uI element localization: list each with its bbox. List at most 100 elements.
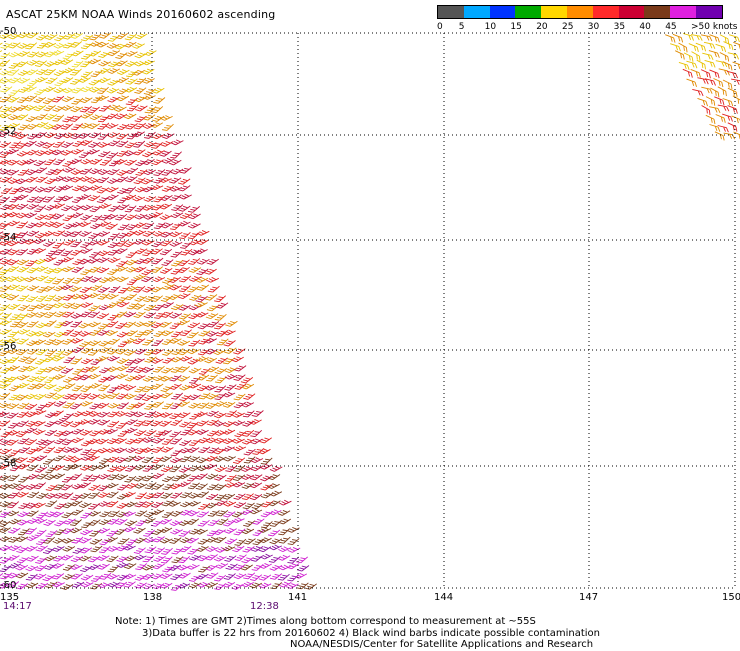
wind-barb	[0, 239, 12, 246]
wind-barb	[125, 78, 138, 85]
wind-barb	[87, 292, 101, 299]
wind-barb	[178, 205, 191, 212]
wind-barb	[277, 573, 290, 581]
wind-barb	[96, 187, 110, 194]
wind-barb	[233, 464, 246, 472]
wind-barb	[60, 367, 74, 374]
wind-barb	[269, 544, 282, 551]
wind-barb	[35, 557, 48, 564]
wind-barb	[35, 275, 49, 282]
wind-barb	[8, 483, 21, 489]
wind-barb	[133, 266, 147, 273]
wind-barb	[6, 211, 20, 218]
wind-barb	[124, 50, 138, 57]
wind-barb	[106, 87, 120, 94]
wind-barb	[719, 52, 730, 62]
wind-barb	[6, 240, 20, 247]
wind-barb	[6, 439, 19, 446]
wind-barb	[153, 195, 166, 203]
wind-barb	[24, 427, 38, 434]
wind-barb	[170, 492, 183, 499]
wind-barb	[35, 294, 48, 302]
wind-barb	[232, 420, 246, 426]
wind-barb	[197, 555, 210, 562]
wind-barb	[107, 268, 120, 276]
wind-barb	[124, 230, 138, 237]
wind-barb	[233, 374, 246, 381]
wind-barb	[204, 357, 218, 364]
wind-barb	[6, 412, 19, 419]
wind-barb	[116, 493, 130, 500]
wind-barb	[99, 158, 112, 166]
wind-barb	[60, 149, 74, 156]
wind-barb	[249, 574, 263, 581]
wind-barb	[60, 584, 74, 590]
wind-barb	[161, 510, 174, 518]
colorbar-label: 5	[458, 22, 465, 32]
wind-barb	[709, 34, 720, 43]
wind-barb	[249, 418, 262, 425]
wind-barb	[0, 151, 12, 158]
wind-barb	[107, 402, 121, 409]
wind-barb	[34, 518, 48, 524]
wind-barb	[189, 376, 201, 384]
wind-barb	[214, 574, 227, 582]
wind-barb	[34, 455, 48, 462]
wind-barb	[153, 169, 166, 177]
wind-barb	[125, 365, 138, 373]
wind-barb	[9, 232, 22, 240]
wind-barb	[0, 547, 2, 555]
wind-barb	[35, 51, 49, 58]
colorbar-swatch	[670, 6, 696, 18]
wind-barb	[170, 528, 183, 535]
wind-barb	[675, 50, 685, 60]
wind-barb	[178, 285, 191, 293]
wind-barb	[0, 527, 11, 534]
wind-barb	[35, 439, 49, 446]
wind-barb	[0, 232, 11, 240]
wind-barb	[6, 510, 20, 517]
wind-barb	[42, 547, 56, 555]
wind-barb	[243, 572, 256, 580]
wind-barb	[6, 572, 20, 579]
wind-barb	[196, 511, 210, 518]
wind-barb	[32, 502, 46, 509]
wind-barb	[51, 168, 65, 175]
colorbar-swatch	[438, 6, 464, 18]
wind-barb	[116, 301, 130, 308]
wind-barb	[70, 221, 83, 228]
wind-barb	[252, 529, 265, 537]
wind-barb	[179, 545, 192, 553]
wind-barb	[88, 491, 100, 499]
wind-barb	[703, 41, 716, 49]
wind-barb	[15, 133, 29, 140]
wind-barb	[116, 556, 129, 563]
wind-barb	[124, 159, 137, 166]
wind-barb	[243, 448, 256, 456]
wind-barb	[34, 482, 47, 490]
wind-barb	[43, 401, 56, 408]
wind-barb	[88, 373, 101, 380]
wind-barb	[44, 158, 57, 166]
wind-barb	[17, 328, 31, 335]
wind-barb	[125, 419, 138, 426]
wind-barb	[196, 385, 210, 392]
wind-barb	[160, 231, 174, 238]
wind-barb	[188, 528, 202, 535]
lat-label-50: -50	[0, 26, 17, 37]
wind-barb	[88, 50, 102, 57]
wind-barb	[122, 511, 136, 517]
wind-barb	[134, 115, 147, 123]
wind-barb	[124, 455, 137, 462]
wind-barb	[43, 105, 56, 112]
wind-barb	[259, 563, 272, 569]
wind-barb	[161, 500, 174, 507]
wind-barb	[205, 493, 219, 500]
wind-barb	[51, 49, 65, 56]
wind-barb	[115, 348, 129, 355]
wind-barb	[42, 440, 55, 446]
wind-barb	[142, 474, 155, 482]
wind-barb	[62, 52, 75, 60]
wind-barb	[115, 322, 128, 329]
wind-barb	[106, 491, 119, 498]
